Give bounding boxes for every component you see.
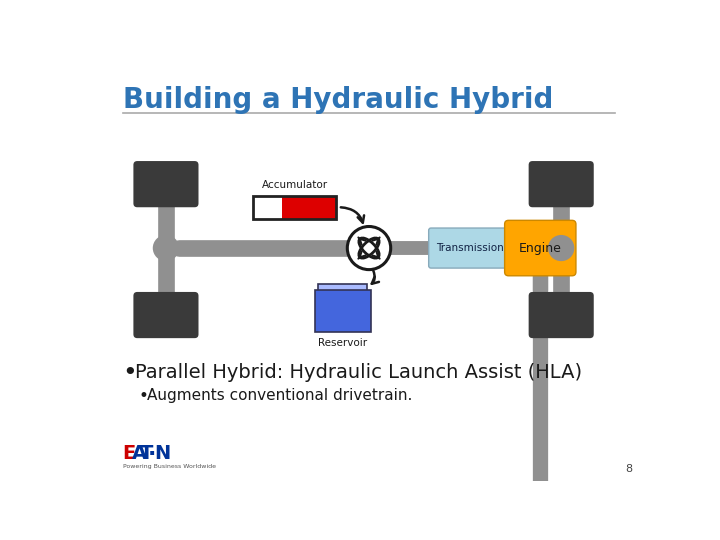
FancyBboxPatch shape (133, 292, 199, 338)
Text: A: A (132, 444, 147, 463)
Bar (315, 291, 371, 332)
Text: E: E (122, 444, 136, 463)
Text: Reservoir: Reservoir (318, 338, 367, 348)
Text: ·: · (148, 444, 156, 464)
Text: •: • (138, 387, 148, 405)
Text: •: • (122, 361, 138, 385)
Bar (318, 284, 367, 292)
Text: Powering Business Worldwide: Powering Business Worldwide (122, 464, 215, 469)
Text: 8: 8 (626, 464, 632, 475)
Text: Accumulator: Accumulator (261, 179, 328, 190)
Text: T: T (140, 444, 154, 463)
FancyBboxPatch shape (528, 161, 594, 207)
Bar (253, 195, 336, 219)
Text: Augments conventional drivetrain.: Augments conventional drivetrain. (148, 388, 413, 403)
FancyBboxPatch shape (528, 292, 594, 338)
Text: Building a Hydraulic Hybrid: Building a Hydraulic Hybrid (122, 86, 553, 114)
FancyBboxPatch shape (133, 161, 199, 207)
Text: N: N (154, 444, 171, 463)
Bar (253, 195, 282, 219)
FancyBboxPatch shape (428, 228, 510, 268)
Text: Engine: Engine (519, 241, 562, 254)
Circle shape (548, 235, 575, 261)
Circle shape (153, 235, 179, 261)
Circle shape (347, 226, 391, 269)
FancyBboxPatch shape (505, 220, 576, 276)
Bar (282, 195, 336, 219)
Text: Parallel Hybrid: Hydraulic Launch Assist (HLA): Parallel Hybrid: Hydraulic Launch Assist… (135, 363, 582, 382)
Text: Transmission: Transmission (436, 243, 503, 253)
